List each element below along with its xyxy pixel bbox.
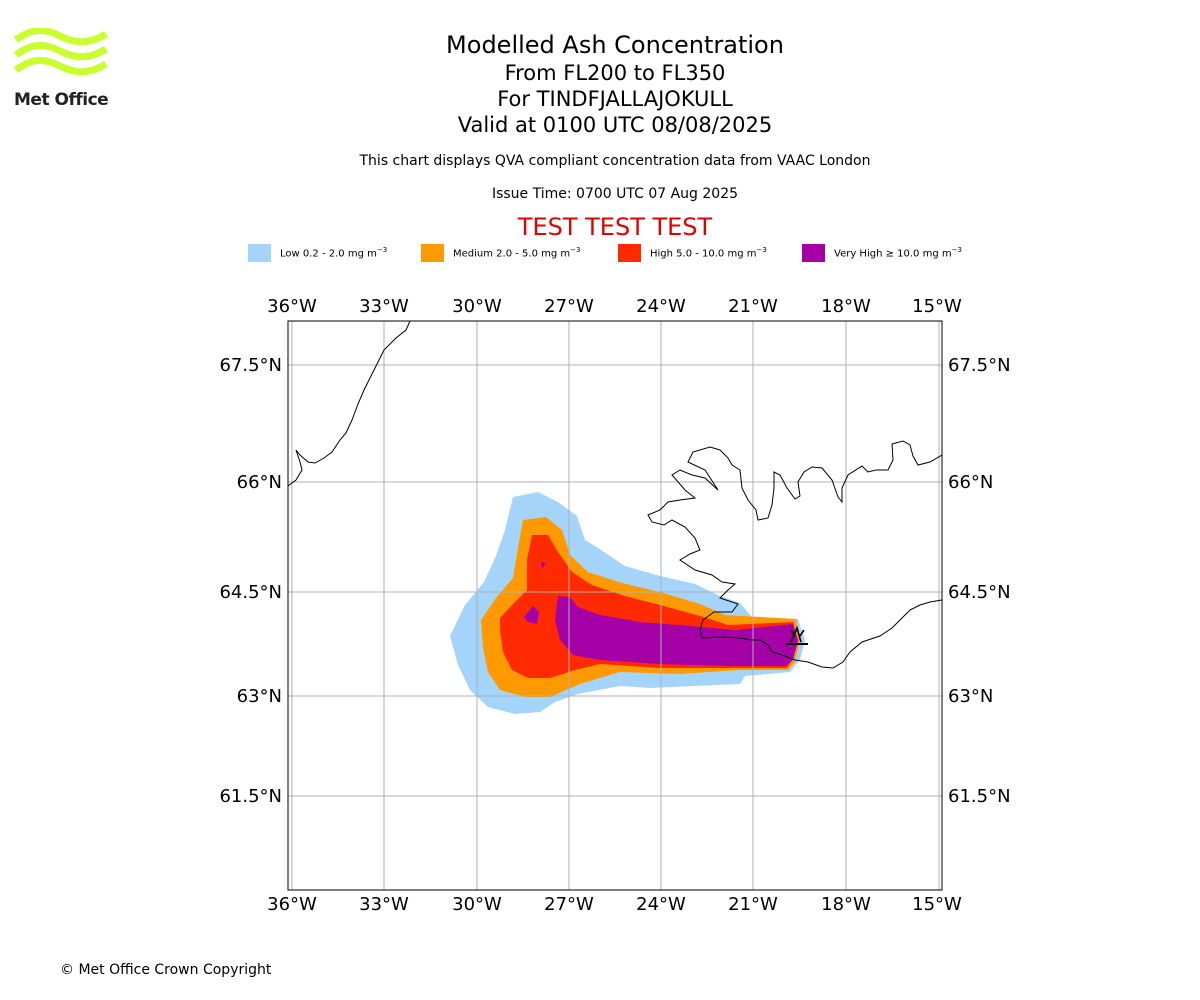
lat-tick-label: 67.5°N <box>219 355 282 376</box>
met-office-logo: Met Office <box>13 27 109 114</box>
legend-swatch-very-high <box>802 244 825 262</box>
iceland-coastline <box>647 440 942 669</box>
ash-contour-very-high-patch <box>524 606 539 624</box>
volcano-name: For TINDFJALLAJOKULL <box>497 87 733 111</box>
lat-tick-label: 61.5°N <box>219 786 282 807</box>
ash-contour-very-high-dot <box>541 562 546 568</box>
legend-item-medium: Medium 2.0 - 5.0 mg m−3 <box>421 244 580 262</box>
ash-contour-very-high <box>555 596 798 666</box>
lon-tick-label: 18°W <box>821 296 871 317</box>
lon-tick-label: 21°W <box>728 894 778 915</box>
lon-tick-label: 27°W <box>544 296 594 317</box>
lon-tick-label: 15°W <box>912 894 962 915</box>
met-office-waves-icon <box>13 27 108 76</box>
legend-swatch-low <box>248 244 271 262</box>
valid-time: Valid at 0100 UTC 08/08/2025 <box>457 113 773 137</box>
legend-item-high: High 5.0 - 10.0 mg m−3 <box>618 244 767 262</box>
lon-tick-label: 15°W <box>912 296 962 317</box>
lat-tick-label: 63°N <box>948 686 993 707</box>
legend-swatch-medium <box>421 244 444 262</box>
legend-swatch-high <box>618 244 641 262</box>
map-area <box>288 321 942 890</box>
lat-tick-label: 61.5°N <box>948 786 1011 807</box>
lon-tick-label: 18°W <box>821 894 871 915</box>
lon-tick-label: 36°W <box>267 894 317 915</box>
lon-ticks-top: 36°W 33°W 30°W 27°W 24°W 21°W 18°W 15°W <box>267 296 962 317</box>
qva-note: This chart displays QVA compliant concen… <box>359 153 871 169</box>
legend-label-very-high: Very High ≥ 10.0 mg m <box>834 248 952 260</box>
lon-ticks-bottom: 36°W 33°W 30°W 27°W 24°W 21°W 18°W 15°W <box>267 894 962 915</box>
lon-tick-label: 30°W <box>452 296 502 317</box>
legend-label-low: Low 0.2 - 2.0 mg m <box>280 248 377 260</box>
copyright: © Met Office Crown Copyright <box>60 962 272 978</box>
chart-title: Modelled Ash Concentration <box>446 31 784 59</box>
volcano-icon <box>786 625 808 645</box>
lat-tick-label: 67.5°N <box>948 355 1011 376</box>
lat-ticks-right: 67.5°N 66°N 64.5°N 63°N 61.5°N <box>948 355 1011 807</box>
legend: Low 0.2 - 2.0 mg m−3 Medium 2.0 - 5.0 mg… <box>0 244 1200 264</box>
test-banner: TEST TEST TEST <box>517 213 713 241</box>
lon-tick-label: 33°W <box>359 296 409 317</box>
lon-tick-label: 24°W <box>636 296 686 317</box>
lon-tick-label: 27°W <box>544 894 594 915</box>
greenland-coastline <box>288 321 411 487</box>
flight-level-range: From FL200 to FL350 <box>504 61 726 85</box>
legend-item-very-high: Very High ≥ 10.0 mg m−3 <box>802 244 962 262</box>
legend-label-high: High 5.0 - 10.0 mg m <box>650 248 757 260</box>
legend-label-medium: Medium 2.0 - 5.0 mg m <box>453 248 571 260</box>
lon-tick-label: 36°W <box>267 296 317 317</box>
logo-text: Met Office <box>14 90 109 110</box>
lon-tick-label: 30°W <box>452 894 502 915</box>
lon-tick-label: 24°W <box>636 894 686 915</box>
lat-ticks-left: 67.5°N 66°N 64.5°N 63°N 61.5°N <box>219 355 282 807</box>
lat-tick-label: 64.5°N <box>948 582 1011 603</box>
legend-item-low: Low 0.2 - 2.0 mg m−3 <box>248 244 387 262</box>
lat-tick-label: 64.5°N <box>219 582 282 603</box>
map-frame <box>287 320 943 891</box>
lon-tick-label: 33°W <box>359 894 409 915</box>
lat-tick-label: 66°N <box>237 472 282 493</box>
lat-tick-label: 66°N <box>948 472 993 493</box>
chart-titles: Modelled Ash Concentration From FL200 to… <box>315 30 915 203</box>
lat-tick-label: 63°N <box>237 686 282 707</box>
issue-time: Issue Time: 0700 UTC 07 Aug 2025 <box>491 186 739 202</box>
lon-tick-label: 21°W <box>728 296 778 317</box>
